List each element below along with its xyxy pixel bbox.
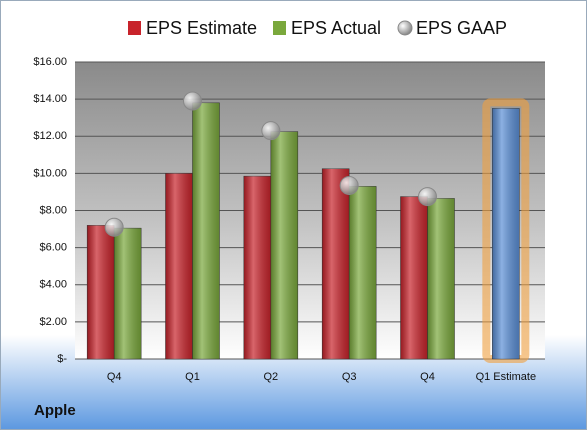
x-tick-label: Q3	[342, 371, 357, 383]
legend-marker	[273, 21, 286, 35]
bar	[400, 196, 428, 360]
legend-marker	[397, 20, 413, 36]
gaap-marker	[183, 91, 202, 111]
bar	[243, 175, 272, 360]
legend-label: EPS Actual	[291, 18, 381, 38]
bar	[427, 198, 455, 360]
gaap-marker	[418, 187, 437, 207]
gaap-marker	[104, 217, 124, 237]
y-tick-label: $16.00	[33, 56, 67, 68]
legend-marker	[128, 21, 141, 35]
y-tick-label: $2.00	[39, 316, 67, 328]
legend-label: EPS GAAP	[416, 18, 507, 38]
y-tick-label: $14.00	[33, 93, 67, 105]
y-tick-label: $10.00	[33, 167, 67, 179]
bar	[321, 168, 350, 360]
chart-title: Apple	[34, 402, 76, 419]
bar	[192, 102, 220, 360]
y-tick-label: $8.00	[39, 204, 67, 216]
bar	[86, 225, 115, 360]
bar	[270, 131, 299, 360]
y-tick-label: $-	[57, 353, 67, 365]
bar	[492, 108, 520, 360]
y-tick-label: $4.00	[39, 279, 67, 291]
x-tick-label: Q4	[420, 371, 435, 383]
x-tick-label: Q1	[185, 371, 200, 383]
bar	[165, 173, 193, 360]
y-tick-label: $12.00	[33, 130, 67, 142]
bar	[348, 186, 377, 360]
gaap-marker	[261, 121, 281, 141]
x-tick-label: Q4	[107, 371, 122, 383]
legend-label: EPS Estimate	[146, 18, 257, 38]
gaap-marker	[339, 175, 359, 195]
x-tick-label: Q2	[263, 371, 278, 383]
y-tick-label: $6.00	[39, 242, 67, 254]
x-tick-label: Q1 Estimate	[476, 371, 537, 383]
bar	[113, 227, 142, 360]
